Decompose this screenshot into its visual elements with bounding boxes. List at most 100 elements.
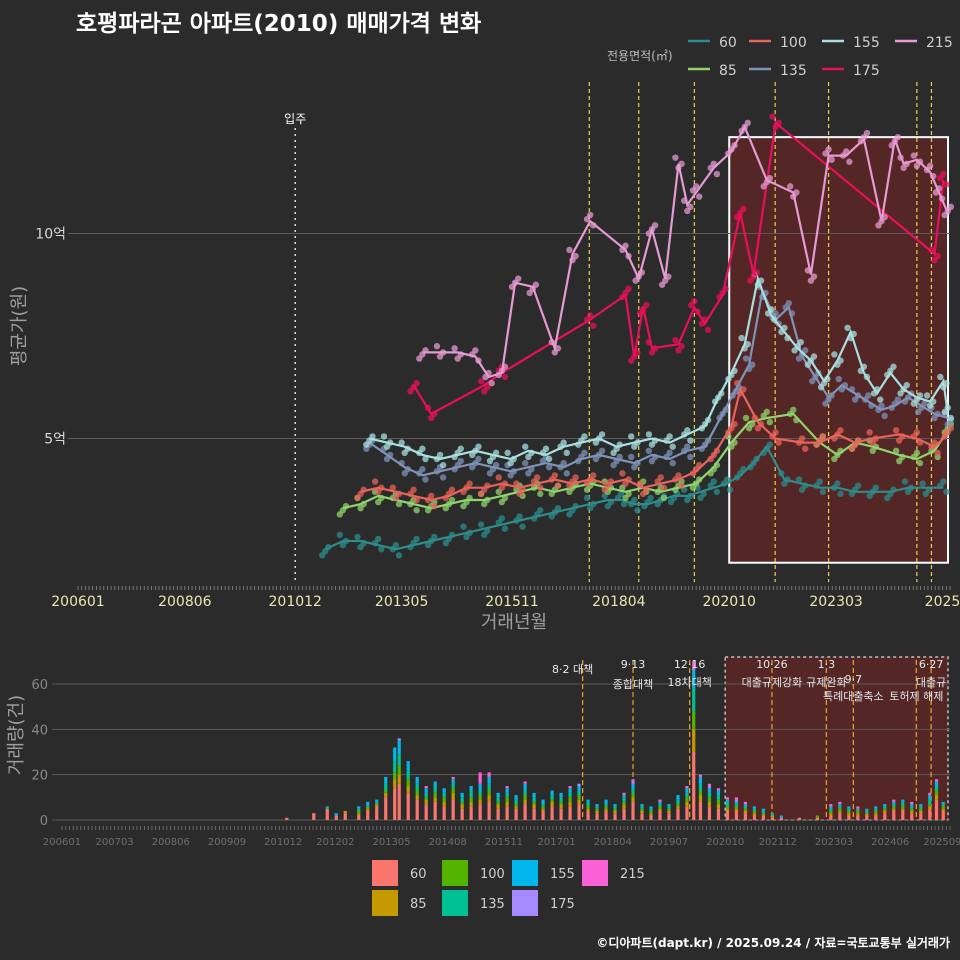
data-point-215 bbox=[586, 211, 594, 219]
bar-segment-215 bbox=[568, 786, 572, 789]
bar-segment-155 bbox=[442, 788, 446, 793]
bar-segment-135 bbox=[393, 761, 397, 773]
bar-segment-60 bbox=[761, 815, 766, 820]
bar-segment-155 bbox=[901, 799, 905, 802]
data-point-100 bbox=[551, 472, 559, 479]
bar-segment-100 bbox=[752, 810, 757, 814]
bar-segment-100 bbox=[761, 813, 766, 816]
data-point-100 bbox=[866, 429, 873, 436]
bottom-x-tick-label: 200806 bbox=[152, 837, 190, 848]
bar-segment-155 bbox=[928, 795, 932, 800]
bar-segment-60 bbox=[613, 813, 617, 820]
data-point-60 bbox=[837, 490, 844, 498]
data-point-155 bbox=[545, 455, 553, 463]
event-label: 1·3 bbox=[818, 658, 836, 671]
bar-segment-85 bbox=[415, 795, 419, 800]
bar-segment-135 bbox=[397, 754, 401, 766]
data-point-215 bbox=[687, 203, 694, 211]
data-point-85 bbox=[763, 408, 770, 416]
data-point-60 bbox=[519, 523, 526, 530]
data-point-100 bbox=[775, 439, 782, 446]
bar-segment-155 bbox=[685, 788, 689, 793]
data-point-215 bbox=[532, 281, 540, 288]
bar-segment-60 bbox=[685, 806, 689, 820]
data-point-100 bbox=[819, 433, 827, 440]
bar-segment-85 bbox=[460, 804, 464, 809]
bar-segment-85 bbox=[559, 804, 563, 809]
bar-segment-60 bbox=[366, 810, 370, 820]
bar-segment-100 bbox=[725, 806, 730, 809]
bar-segment-155 bbox=[743, 804, 748, 807]
data-point-60 bbox=[375, 535, 382, 543]
bar-segment-85 bbox=[847, 813, 851, 816]
data-point-155 bbox=[419, 445, 426, 452]
data-point-85 bbox=[413, 507, 420, 514]
bottom-x-tick-label: 202509 bbox=[923, 837, 960, 848]
legend-label-60: 60 bbox=[719, 35, 737, 51]
bar-segment-60 bbox=[514, 808, 518, 820]
bar-segment-60 bbox=[770, 817, 774, 820]
bar-segment-100 bbox=[856, 810, 860, 814]
bottom-x-tick-label: 201202 bbox=[316, 837, 354, 848]
bar-segment-60 bbox=[312, 813, 316, 820]
event-label: 9·13 bbox=[621, 658, 646, 671]
bar-segment-155 bbox=[334, 813, 338, 816]
data-point-100 bbox=[572, 474, 579, 481]
event-sublabel: 규제완화 bbox=[806, 676, 846, 689]
bar-segment-100 bbox=[919, 808, 923, 811]
bottom-x-tick-label: 202406 bbox=[871, 837, 909, 848]
bar-segment-85 bbox=[934, 795, 939, 800]
data-point-215 bbox=[810, 273, 818, 280]
bar-segment-155 bbox=[433, 781, 437, 786]
bar-segment-135 bbox=[460, 797, 464, 802]
bar-segment-155 bbox=[613, 804, 617, 807]
x-tick-label: 201511 bbox=[485, 594, 538, 610]
x-tick-label: 202010 bbox=[703, 594, 756, 610]
bar-segment-85 bbox=[734, 808, 739, 811]
bar-segment-85 bbox=[892, 808, 896, 811]
bar-segment-85 bbox=[622, 804, 626, 809]
move-in-label: 입주 bbox=[284, 112, 306, 126]
data-point-85 bbox=[766, 418, 774, 426]
bar-segment-85 bbox=[357, 813, 361, 816]
bottom-x-tick-label: 200601 bbox=[43, 837, 81, 848]
event-sublabel: 특례대출축소 bbox=[823, 690, 884, 703]
legend-label-85: 85 bbox=[719, 63, 737, 79]
bottom-x-tick-label: 200703 bbox=[96, 837, 134, 848]
bar-segment-100 bbox=[892, 806, 896, 809]
bar-segment-135 bbox=[676, 799, 680, 805]
bar-segment-85 bbox=[743, 810, 748, 814]
bar-segment-60 bbox=[568, 806, 572, 820]
data-point-60 bbox=[631, 496, 638, 504]
bar-segment-155 bbox=[752, 806, 757, 809]
bar-segment-60 bbox=[550, 806, 554, 820]
bar-segment-100 bbox=[838, 808, 842, 811]
bar-segment-100 bbox=[901, 806, 905, 809]
data-point-155 bbox=[436, 451, 444, 459]
bar-segment-60 bbox=[505, 806, 509, 820]
bar-segment-60 bbox=[559, 808, 563, 820]
data-point-175 bbox=[678, 343, 685, 350]
data-point-155 bbox=[810, 353, 818, 360]
data-point-60 bbox=[647, 494, 654, 502]
data-point-155 bbox=[628, 433, 635, 440]
bar-segment-135 bbox=[901, 801, 905, 807]
data-point-155 bbox=[380, 433, 388, 440]
bar-segment-155 bbox=[667, 804, 671, 807]
bar-segment-215 bbox=[838, 801, 842, 805]
bar-segment-60 bbox=[442, 806, 446, 820]
bar-segment-100 bbox=[415, 790, 419, 796]
bar-segment-135 bbox=[725, 801, 730, 807]
bottom-legend-key-135 bbox=[442, 890, 468, 916]
data-point-60 bbox=[392, 541, 400, 549]
bar-segment-85 bbox=[640, 810, 644, 814]
bar-segment-155 bbox=[707, 788, 712, 793]
bar-segment-100 bbox=[568, 797, 572, 802]
data-point-135 bbox=[865, 392, 872, 399]
bar-segment-85 bbox=[874, 813, 878, 816]
bar-segment-155 bbox=[883, 804, 887, 807]
bar-segment-155 bbox=[934, 781, 939, 786]
data-point-100 bbox=[837, 427, 844, 434]
bottom-x-tick-label: 201511 bbox=[485, 837, 523, 848]
